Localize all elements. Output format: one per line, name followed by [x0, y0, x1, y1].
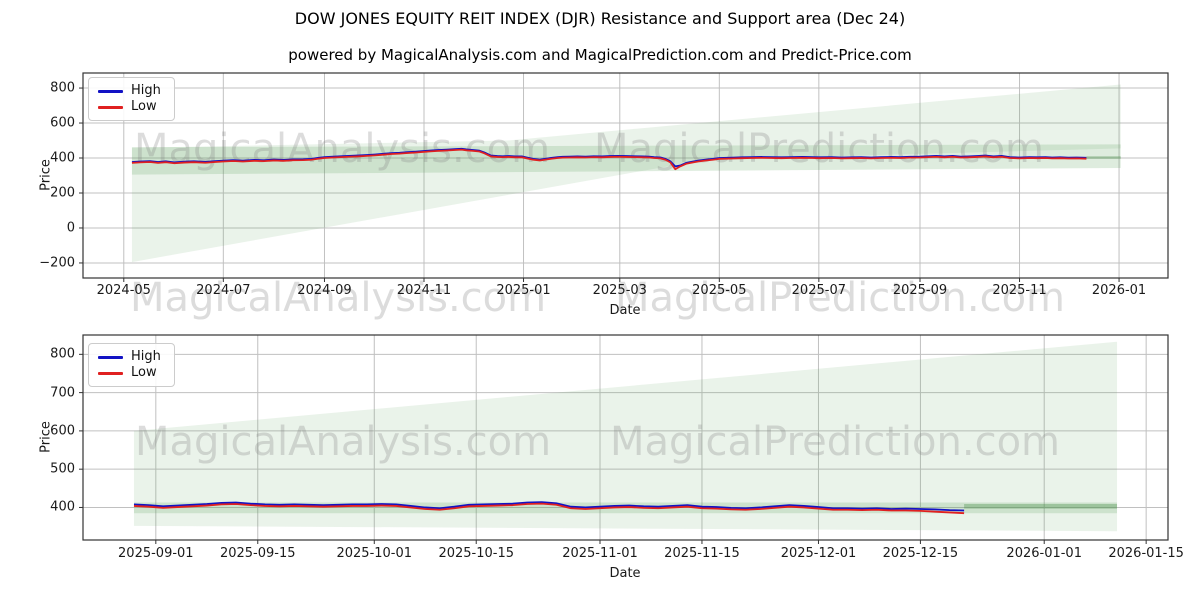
- x-tick-label: 2025-12-01: [780, 546, 857, 561]
- area-stripe: [964, 504, 1118, 509]
- x-axis-label-bottom: Date: [609, 566, 641, 581]
- plot-frame: [82, 334, 1169, 541]
- y-tick-label: 400: [50, 499, 75, 515]
- x-tick-label: 2025-10-01: [336, 546, 413, 561]
- low-line-swatch: [98, 105, 123, 109]
- legend-item-low: Low: [98, 99, 165, 115]
- x-tick-label: 2025-11-15: [664, 546, 740, 561]
- x-tick-label: 2026-01-01: [1006, 546, 1082, 561]
- watermark-analysis: MagicalAnalysis.com: [135, 419, 551, 465]
- x-tick-label: 2025-12-15: [882, 546, 959, 561]
- legend-label-high: High: [131, 349, 161, 364]
- x-tick-label: 2025-05: [692, 283, 747, 298]
- x-tick-label: 2025-11: [992, 283, 1047, 298]
- x-tick-label: 2024-05: [96, 283, 151, 298]
- area-stripe: [1086, 156, 1121, 159]
- figure-subtitle: powered by MagicalAnalysis.com and Magic…: [288, 46, 912, 64]
- low-line-swatch: [98, 371, 123, 375]
- x-tick-label: 2025-11-01: [562, 546, 638, 561]
- legend-item-high: High: [98, 349, 165, 365]
- y-tick-label: −200: [39, 255, 75, 271]
- legend-label-low: Low: [131, 99, 157, 114]
- x-tick-label: 2024-09: [297, 283, 352, 298]
- area-cone: [133, 341, 1118, 532]
- legend-bottom: High Low: [88, 343, 175, 387]
- y-tick-label: 600: [50, 115, 75, 131]
- x-tick-label: 2025-10-15: [438, 546, 514, 561]
- plot-frame: [82, 72, 1169, 279]
- high-line: [133, 501, 965, 512]
- legend-label-low: Low: [131, 365, 157, 380]
- x-tick-label: 2025-07: [791, 283, 846, 298]
- x-tick-label: 2026-01-15: [1108, 546, 1184, 561]
- y-tick-label: 0: [66, 220, 75, 236]
- y-tick-label: 600: [50, 423, 75, 439]
- x-tick-label: 2025-09-15: [219, 546, 296, 561]
- legend-label-high: High: [131, 83, 161, 98]
- high-line-swatch: [98, 89, 123, 93]
- x-tick-label: 2025-03: [592, 283, 647, 298]
- watermark-analysis: MagicalAnalysis.com: [130, 275, 546, 321]
- watermark-prediction: MagicalPrediction.com: [615, 275, 1065, 321]
- watermark-prediction: MagicalPrediction.com: [594, 126, 1044, 172]
- legend-item-high: High: [98, 83, 165, 99]
- low-line: [131, 148, 1087, 171]
- x-tick-label: 2025-09: [892, 283, 948, 298]
- x-tick-label: 2024-11: [396, 283, 452, 298]
- x-tick-label: 2025-01: [496, 283, 551, 298]
- area-cone: [131, 84, 1121, 263]
- x-tick-label: 2026-01: [1091, 283, 1147, 298]
- y-tick-label: 200: [50, 185, 75, 201]
- area-band: [131, 144, 1121, 175]
- legend-item-low: Low: [98, 365, 165, 381]
- y-tick-label: 400: [50, 150, 75, 166]
- low-line: [133, 502, 965, 515]
- y-tick-label: 800: [50, 346, 75, 362]
- legend-top: High Low: [88, 77, 175, 121]
- figure-title: DOW JONES EQUITY REIT INDEX (DJR) Resist…: [294, 9, 906, 28]
- watermark-prediction: MagicalPrediction.com: [610, 419, 1060, 465]
- x-tick-label: 2025-09-01: [118, 546, 194, 561]
- x-tick-label: 2024-07: [196, 283, 251, 298]
- x-axis-label-top: Date: [609, 303, 641, 318]
- y-tick-label: 800: [50, 80, 75, 96]
- high-line-swatch: [98, 355, 123, 359]
- y-tick-label: 500: [50, 461, 75, 477]
- y-tick-label: 700: [50, 385, 75, 401]
- watermark-analysis: MagicalAnalysis.com: [134, 126, 550, 172]
